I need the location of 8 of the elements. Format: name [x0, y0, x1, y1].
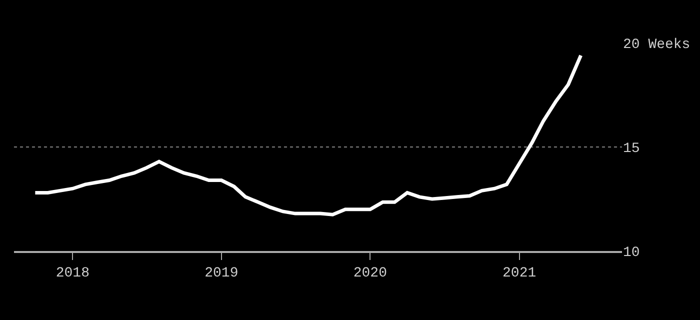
x-tick-label: 2021 [502, 266, 536, 282]
x-tick-label: 2018 [56, 266, 90, 282]
y-tick-label: 10 [623, 244, 640, 261]
x-tick-label: 2020 [353, 266, 387, 282]
y-tick-label: 15 [623, 140, 640, 157]
x-tick-label: 2019 [204, 266, 238, 282]
y-tick-label: 20 Weeks [623, 36, 690, 53]
line-series [33, 54, 583, 216]
